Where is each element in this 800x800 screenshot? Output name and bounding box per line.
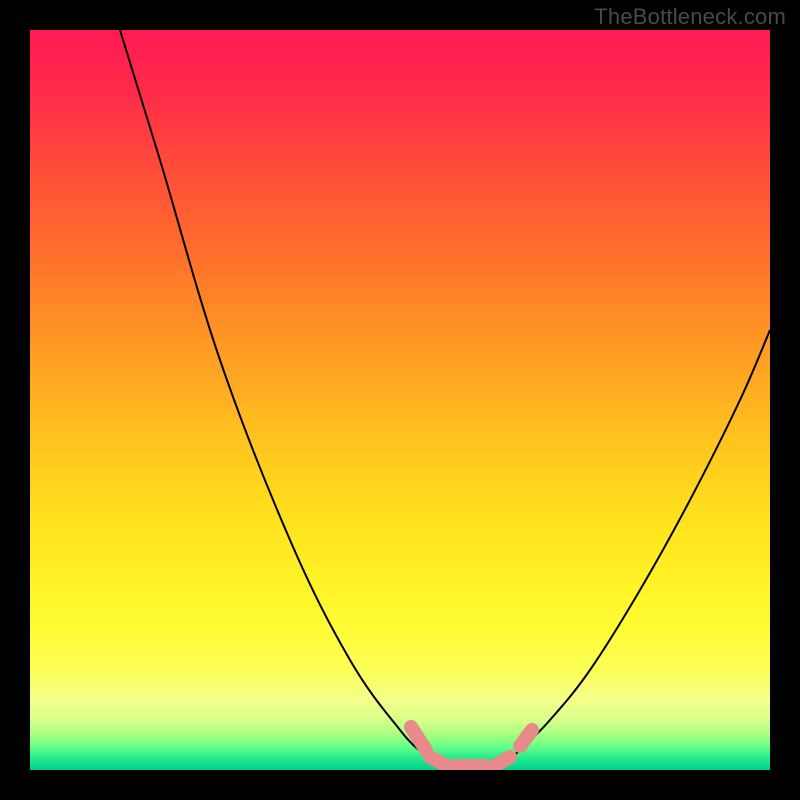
highlight-dashes bbox=[30, 30, 770, 770]
plot-area bbox=[30, 30, 770, 770]
chart-frame: TheBottleneck.com bbox=[0, 0, 800, 800]
attribution-label: TheBottleneck.com bbox=[594, 4, 786, 30]
